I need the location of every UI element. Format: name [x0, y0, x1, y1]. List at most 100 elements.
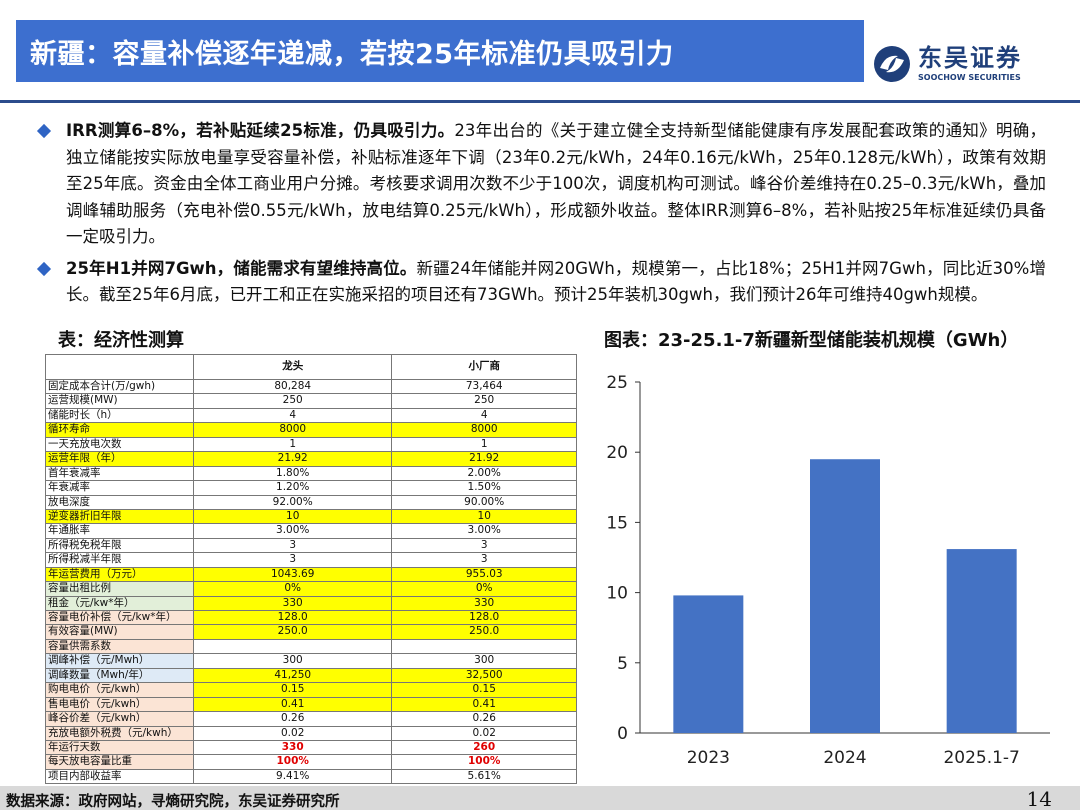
table-row: 售电电价（元/kwh） 0.41 0.41 — [45, 696, 577, 713]
table-row: 购电电价（元/kwh） 0.15 0.15 — [45, 682, 577, 698]
bar-2025.1-7 — [946, 549, 1017, 733]
cell-leader — [192, 638, 393, 655]
bar-2023 — [673, 595, 744, 733]
table-header-cell: 小厂商 — [391, 354, 577, 380]
cell-leader: 41,250 — [192, 667, 393, 684]
cell-leader: 0.15 — [192, 682, 393, 698]
row-label: 放电深度 — [45, 494, 194, 510]
cell-small-vendor: 300 — [391, 653, 577, 669]
row-label: 年通胀率 — [45, 523, 194, 539]
cell-leader: 3 — [192, 552, 393, 568]
table-row: 年通胀率 3.00% 3.00% — [45, 523, 577, 539]
table-row: 调峰数量（Mwh/年） 41,250 32,500 — [45, 667, 577, 684]
cell-leader: 80,284 — [192, 378, 393, 395]
cell-small-vendor: 4 — [391, 407, 577, 424]
row-label: 有效容量(MW) — [45, 624, 194, 640]
cell-leader: 250.0 — [192, 624, 393, 640]
row-label: 调峰补偿（元/Mwh） — [45, 653, 194, 669]
cell-small-vendor: 5.61% — [391, 768, 577, 785]
row-label: 运营年限（年） — [45, 451, 194, 467]
row-label: 所得税免税年限 — [45, 537, 194, 554]
table-row: 充放电额外税费（元/kwh） 0.02 0.02 — [45, 725, 577, 741]
cell-leader: 92.00% — [192, 494, 393, 510]
cell-leader: 330 — [192, 595, 393, 612]
company-logo: 东吴证券 SOOCHOW SECURITIES — [872, 44, 1022, 84]
row-label: 售电电价（元/kwh） — [45, 696, 194, 713]
bullet-body: 23年出台的《关于建立健全支持新型储能健康有序发展配套政策的通知》明确，独立储能… — [66, 121, 1046, 246]
cell-small-vendor: 2.00% — [391, 465, 577, 482]
chart-title: 图表：23-25.1-7新疆新型储能装机规模（GWh） — [604, 330, 1019, 351]
y-tick-label: 15 — [606, 513, 628, 533]
cell-small-vendor: 3 — [391, 537, 577, 554]
economics-table: 龙头 小厂商 固定成本合计(万/gwh) 80,284 73,464 运营规模(MW)… — [45, 354, 577, 785]
bar-2024 — [810, 459, 880, 733]
table-row: 首年衰减率 1.80% 2.00% — [45, 465, 577, 482]
row-label: 充放电额外税费（元/kwh） — [45, 725, 194, 741]
cell-small-vendor: 128.0 — [391, 609, 577, 626]
row-label: 容量供需系数 — [45, 638, 194, 655]
bullet-item: IRR测算6–8%，若补贴延续25标准，仍具吸引力。23年出台的《关于建立健全支… — [36, 118, 1046, 251]
row-label: 固定成本合计(万/gwh) — [45, 378, 194, 395]
cell-leader: 9.41% — [192, 768, 393, 785]
logo-name-cn: 东吴证券 — [918, 44, 1022, 72]
installed-capacity-bar-chart: 0 5 10 15 20 25 2023 2024 2025.1-7 — [606, 373, 1050, 768]
row-label: 年运营费用（万元） — [45, 566, 194, 583]
table-row: 年运行天数 330 260 — [45, 739, 577, 756]
table-row: 容量电价补偿（元/kw*年） 128.0 128.0 — [45, 609, 577, 626]
cell-small-vendor — [391, 638, 577, 655]
cell-leader: 3.00% — [192, 523, 393, 539]
row-label: 调峰数量（Mwh/年） — [45, 667, 194, 684]
cell-small-vendor: 1.50% — [391, 480, 577, 496]
bullet-lead: 25年H1并网7Gwh，储能需求有望维持高位。 — [66, 258, 417, 278]
cell-leader: 250 — [192, 393, 393, 409]
cell-small-vendor: 3.00% — [391, 523, 577, 539]
row-label: 首年衰减率 — [45, 465, 194, 482]
footer: 数据来源：政府网站，寻熵研究院，东吴证券研究所 14 — [0, 786, 1080, 811]
row-label: 所得税减半年限 — [45, 552, 194, 568]
diamond-bullet-icon — [36, 123, 52, 139]
table-row: 租金（元/kw*年） 330 330 — [45, 595, 577, 612]
cell-small-vendor: 955.03 — [391, 566, 577, 583]
logo-name-en: SOOCHOW SECURITIES — [918, 73, 1021, 82]
cell-small-vendor: 90.00% — [391, 494, 577, 510]
row-label: 循环寿命 — [45, 422, 194, 438]
table-row: 每天放电容量比重 100% 100% — [45, 754, 577, 770]
cell-small-vendor: 250 — [391, 393, 577, 409]
table-row: 逆变器折旧年限 10 10 — [45, 508, 577, 525]
table-header-cell: 龙头 — [192, 354, 393, 380]
soochow-logo-icon — [874, 46, 910, 82]
cell-small-vendor: 32,500 — [391, 667, 577, 684]
table-row: 容量出租比例 0% 0% — [45, 581, 577, 597]
table-row: 所得税减半年限 3 3 — [45, 552, 577, 568]
cell-small-vendor: 3 — [391, 552, 577, 568]
cell-leader: 1.80% — [192, 465, 393, 482]
cell-small-vendor: 1 — [391, 436, 577, 453]
row-label: 容量电价补偿（元/kw*年） — [45, 609, 194, 626]
table-row: 峰谷价差（元/kwh） 0.26 0.26 — [45, 711, 577, 727]
table-row: 年衰减率 1.20% 1.50% — [45, 480, 577, 496]
data-source: 数据来源：政府网站，寻熵研究院，东吴证券研究所 — [6, 794, 340, 810]
cell-leader: 21.92 — [192, 451, 393, 467]
table-row: 年运营费用（万元） 1043.69 955.03 — [45, 566, 577, 583]
y-tick-label: 20 — [606, 443, 628, 463]
table-row: 运营规模(MW) 250 250 — [45, 393, 577, 409]
cell-leader: 8000 — [192, 422, 393, 438]
cell-small-vendor: 330 — [391, 595, 577, 612]
y-tick-label: 10 — [606, 584, 628, 604]
table-row: 所得税免税年限 3 3 — [45, 537, 577, 554]
cell-small-vendor: 0.41 — [391, 696, 577, 713]
y-tick-label: 25 — [606, 373, 628, 393]
cell-leader: 0% — [192, 581, 393, 597]
table-row: 项目内部收益率 9.41% 5.61% — [45, 768, 577, 785]
row-label: 运营规模(MW) — [45, 393, 194, 409]
page-title: 新疆：容量补偿逐年递减，若按25年标准仍具吸引力 — [30, 38, 674, 70]
header-divider — [0, 100, 1080, 103]
y-tick-label: 5 — [617, 654, 628, 674]
row-label: 一天充放电次数 — [45, 436, 194, 453]
table-row: 运营年限（年） 21.92 21.92 — [45, 451, 577, 467]
cell-small-vendor: 0.15 — [391, 682, 577, 698]
table-row: 放电深度 92.00% 90.00% — [45, 494, 577, 510]
bullet-lead: IRR测算6–8%，若补贴延续25标准，仍具吸引力。 — [66, 121, 455, 140]
cell-leader: 300 — [192, 653, 393, 669]
cell-small-vendor: 250.0 — [391, 624, 577, 640]
